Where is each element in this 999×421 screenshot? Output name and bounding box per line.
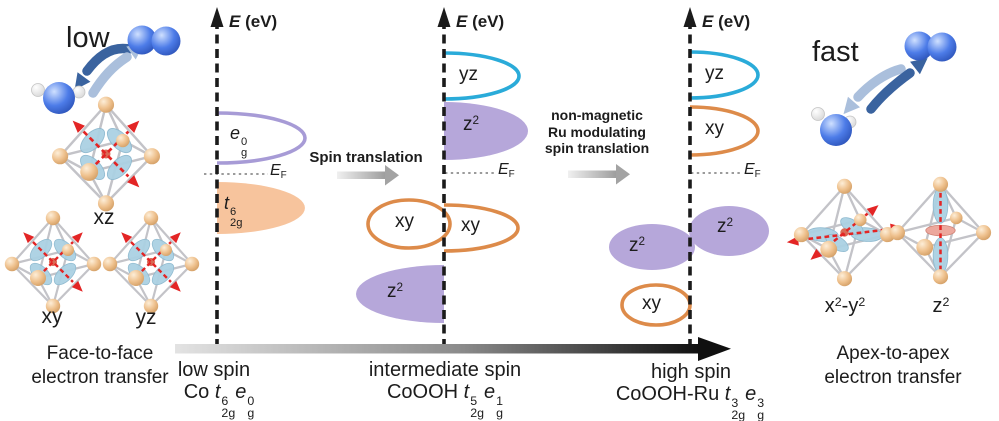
octa-yz-label: yz — [135, 306, 157, 329]
forward-arrow-icon — [88, 52, 132, 98]
spin-state-axis — [175, 337, 731, 361]
band-xy-right-shape — [443, 203, 520, 253]
band-label-t2g6: t 6 2g — [224, 193, 243, 230]
octahedron-z2 — [889, 176, 992, 285]
diagram3-bands — [609, 50, 769, 327]
diagram1-bands — [216, 111, 307, 234]
octahedron-yz — [102, 210, 200, 314]
octa-z2-label: z2 — [932, 295, 950, 318]
band-label-z2-low: z2 — [387, 281, 404, 302]
caption-line: electron transfer — [824, 366, 962, 388]
band-xy-left-shape — [366, 198, 452, 250]
band-z2-up-shape — [444, 102, 528, 160]
left-reaction-icons — [31, 25, 181, 114]
o2-molecule-icon — [127, 25, 181, 56]
energy-axis-3 — [683, 7, 697, 348]
forward-arrow-icon — [866, 68, 915, 114]
water-molecule-icon — [811, 107, 857, 146]
axis-arrowhead-icon — [683, 7, 697, 27]
right-speed-label: fast — [812, 36, 859, 68]
energy-axis-1 — [210, 7, 224, 348]
ru-modulating-label: non-magnetic Ru modulating spin translat… — [545, 107, 649, 157]
band-label-xy-left: xy — [395, 211, 414, 232]
label-line: Ru modulating — [547, 123, 646, 140]
octa-xy-label: xy — [41, 305, 63, 328]
backward-arrow-icon — [853, 64, 906, 102]
band-z2-low-shape — [356, 265, 444, 323]
band-label-yz: yz — [459, 64, 478, 85]
formula-2: CoOOH t 5 2g e 1 g — [386, 381, 504, 420]
spin-state-label-2: intermediate spin — [368, 359, 522, 381]
right-caption: Apex-to-apex electron transfer — [824, 342, 961, 390]
left-caption: Face-to-face electron transfer — [31, 342, 168, 390]
caption-line: Face-to-face — [46, 343, 154, 364]
axis-arrowhead-icon — [437, 7, 451, 27]
octahedron-x2y2 — [786, 178, 903, 287]
formula-1: Co t 6 2g e 0 g — [183, 381, 255, 420]
band-label-yz: yz — [705, 63, 724, 84]
label-line: non-magnetic — [551, 107, 643, 123]
band-yz-shape — [689, 50, 760, 100]
band-label-z2-up: z2 — [463, 114, 480, 135]
band-label-xy-right: xy — [461, 215, 480, 236]
spin-state-label-3: high spin — [650, 361, 732, 383]
ru-modulating-arrow-icon — [568, 164, 630, 185]
energy-axis-2 — [437, 7, 451, 348]
fermi-label-1: EF — [270, 162, 287, 181]
caption-line: electron transfer — [31, 366, 169, 388]
band-z2-right-shape — [689, 206, 769, 256]
spin-translation-arrow-icon — [337, 165, 399, 186]
backward-arrow-icon — [82, 43, 134, 76]
energy-axis-label-3: E (eV) — [702, 12, 751, 31]
band-eg0-shape — [216, 111, 307, 165]
energy-axis-label-1: E (eV) — [229, 12, 278, 31]
octa-xz-label: xz — [93, 206, 115, 229]
o2-molecule-icon — [904, 31, 957, 62]
band-yz-shape — [443, 51, 521, 101]
band-label-xy-low: xy — [642, 293, 661, 314]
band-xy-up-shape — [689, 105, 760, 157]
octa-x2y2-label: x2-y2 — [824, 295, 866, 318]
energy-axis-label-2: E (eV) — [456, 12, 505, 31]
fermi-label-3: EF — [744, 161, 761, 180]
band-label-z2-left: z2 — [629, 235, 646, 256]
caption-line: Apex-to-apex — [836, 343, 950, 364]
spin-axis-arrowhead-icon — [698, 337, 731, 361]
axis-arrowhead-icon — [210, 7, 224, 27]
band-z2-left-shape — [609, 224, 695, 270]
band-xy-low-shape — [620, 283, 692, 327]
water-molecule-icon — [31, 82, 86, 114]
band-t2g6-shape — [217, 182, 305, 234]
label-line: spin translation — [544, 140, 650, 157]
octahedron-xy — [4, 210, 102, 314]
band-label-z2-right: z2 — [717, 216, 734, 237]
left-speed-label: low — [66, 22, 110, 54]
right-reaction-icons — [811, 31, 957, 146]
spin-translation-label: Spin translation — [309, 149, 423, 166]
fermi-label-2: EF — [498, 161, 515, 180]
spin-state-label-1: low spin — [177, 359, 251, 381]
octahedron-xz — [52, 96, 160, 212]
band-label-xy-up: xy — [705, 118, 724, 139]
diagram2-bands — [356, 51, 528, 323]
formula-3: CoOOH-Ru t 3 2g e 3 g — [615, 383, 765, 421]
